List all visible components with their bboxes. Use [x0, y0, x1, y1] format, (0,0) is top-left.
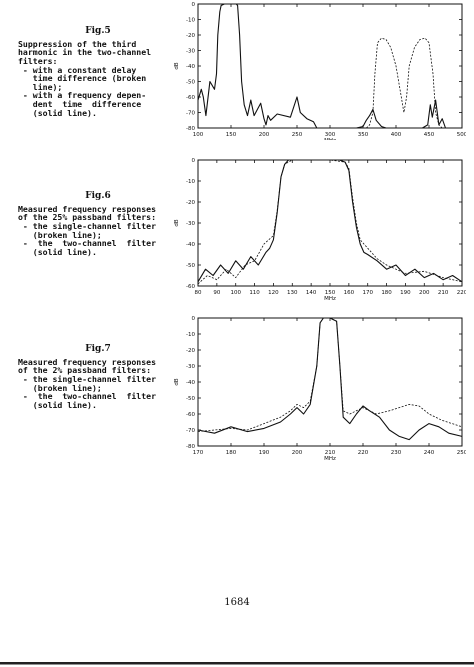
y-tick-label: -50	[186, 80, 195, 86]
y-tick-label: -40	[186, 242, 195, 248]
y-tick-label: -80	[186, 444, 195, 450]
x-axis-label: MHz	[324, 296, 336, 300]
caption-text-fig7: Measured frequency responses of the 2% p…	[18, 356, 157, 410]
series-line-broken	[366, 37, 449, 129]
series-line-solid	[197, 3, 462, 129]
page-number: 1684	[224, 597, 250, 608]
page-bottom-edge	[0, 659, 474, 667]
x-tick-label: 200	[419, 290, 430, 296]
x-tick-label: 300	[325, 132, 336, 138]
x-tick-label: 190	[259, 450, 270, 456]
x-tick-label: 120	[268, 290, 279, 296]
y-tick-label: -80	[186, 126, 195, 132]
x-tick-label: 350	[358, 132, 369, 138]
x-tick-label: 250	[292, 132, 303, 138]
x-tick-label: 150	[325, 290, 336, 296]
plot-frame	[197, 159, 463, 287]
y-axis-label: dB	[174, 219, 180, 226]
caption-fig5: Fig.5 Suppression of the third harmonic i…	[18, 10, 178, 117]
chart-fig5: 100 150 200 250 300 350 400 450 500 0 -10 -20 -30 -40…	[174, 2, 466, 140]
plot-frame	[197, 317, 463, 447]
chart-fig6: 80 90 100 110 120 130 140 150 160 170 180 190 200 210…	[174, 158, 466, 300]
y-tick-label: -60	[186, 412, 195, 418]
series-line-solid	[197, 317, 463, 441]
x-tick-label: 220	[358, 450, 369, 456]
x-tick-label: 160	[344, 290, 355, 296]
x-tick-label: 250	[457, 450, 466, 456]
caption-fig6: Fig.6 Measured frequency responses of the…	[18, 175, 178, 256]
x-tick-label: 170	[362, 290, 373, 296]
plot-frame	[197, 3, 463, 129]
y-tick-label: -20	[186, 33, 195, 39]
y-tick-label: -10	[186, 18, 195, 24]
x-tick-label: 170	[193, 450, 204, 456]
x-tick-label: 80	[195, 290, 202, 296]
y-tick-label: -70	[186, 428, 195, 434]
series-line-solid	[197, 159, 463, 283]
x-axis-label: MHz	[324, 138, 336, 140]
y-tick-label: -60	[186, 95, 195, 101]
x-tick-label: 150	[226, 132, 237, 138]
x-tick-label: 130	[287, 290, 298, 296]
x-tick-label: 100	[193, 132, 204, 138]
y-tick-label: -40	[186, 380, 195, 386]
x-tick-label: 180	[381, 290, 392, 296]
y-tick-label: -10	[186, 179, 195, 185]
x-tick-label: 450	[424, 132, 435, 138]
series-line-broken	[197, 159, 463, 285]
x-tick-label: 210	[438, 290, 449, 296]
y-tick-label: 0	[192, 2, 196, 8]
x-tick-label: 180	[226, 450, 237, 456]
x-tick-label: 140	[306, 290, 317, 296]
x-tick-label: 240	[424, 450, 435, 456]
x-axis-label: MHz	[324, 456, 336, 460]
y-tick-label: 0	[192, 316, 196, 322]
y-tick-label: -20	[186, 348, 195, 354]
caption-fig7: Fig.7 Measured frequency responses of the…	[18, 328, 178, 409]
figure-label-fig7: Fig.7	[85, 344, 111, 355]
x-tick-label: 190	[400, 290, 411, 296]
caption-text-fig5: Suppression of the third harmonic in the…	[18, 38, 152, 118]
y-axis-label: dB	[174, 378, 180, 385]
x-tick-label: 400	[391, 132, 402, 138]
x-tick-label: 110	[249, 290, 260, 296]
y-tick-label: -50	[186, 396, 195, 402]
x-tick-label: 230	[391, 450, 402, 456]
x-tick-label: 210	[325, 450, 336, 456]
caption-text-fig6: Measured frequency responses of the 25% …	[18, 203, 157, 257]
x-tick-label: 200	[259, 132, 270, 138]
x-tick-label: 500	[457, 132, 466, 138]
y-tick-label: -10	[186, 332, 195, 338]
y-tick-label: -30	[186, 221, 195, 227]
series-line-broken	[197, 317, 463, 432]
y-tick-label: -30	[186, 364, 195, 370]
figure-label-fig6: Fig.6	[85, 191, 111, 202]
x-tick-label: 100	[230, 290, 241, 296]
y-tick-label: -60	[186, 284, 195, 290]
y-tick-label: -50	[186, 263, 195, 269]
y-tick-label: -70	[186, 111, 195, 117]
figure-label-fig5: Fig.5	[85, 26, 111, 37]
chart-fig7: 170 180 190 200 210 220 230 240 250 0 -10 -20 -30 -40…	[174, 316, 466, 460]
y-tick-label: -30	[186, 49, 195, 55]
y-tick-label: -20	[186, 200, 195, 206]
x-tick-label: 90	[213, 290, 220, 296]
y-tick-label: 0	[192, 158, 196, 164]
y-tick-label: -40	[186, 64, 195, 70]
x-tick-label: 200	[292, 450, 303, 456]
x-tick-label: 220	[457, 290, 466, 296]
y-axis-label: dB	[174, 62, 180, 69]
